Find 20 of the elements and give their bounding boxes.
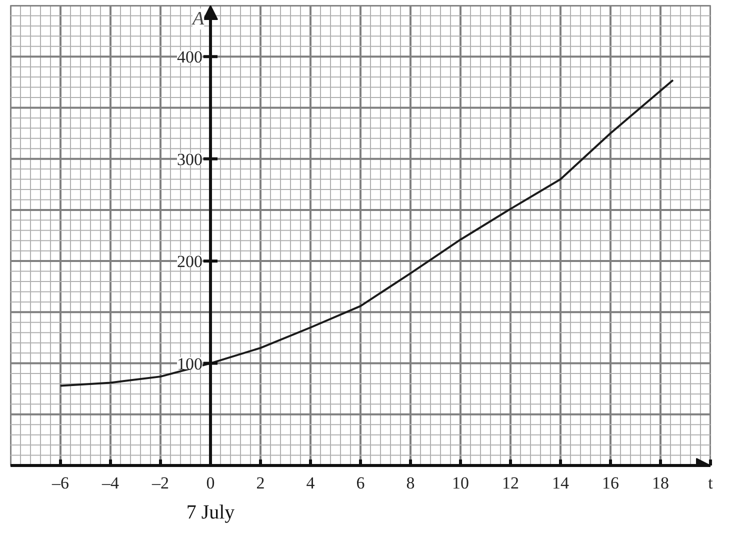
x-tick-label: 12 — [502, 474, 519, 492]
y-axis-title: A — [190, 8, 204, 30]
y-tick-label: 300 — [177, 150, 202, 169]
y-tick-label: 200 — [177, 252, 202, 272]
x-tick-label: 8 — [406, 474, 415, 492]
x-tick-label: 10 — [452, 474, 469, 492]
x-tick-label: –6 — [51, 474, 69, 492]
x-tick-label: –4 — [101, 474, 120, 492]
x-tick-label: 6 — [356, 474, 365, 492]
x-tick-label: 0 — [206, 474, 215, 492]
x-tick-label: 14 — [552, 474, 570, 492]
y-tick-label: 400 — [177, 48, 202, 67]
x-tick-label: 18 — [652, 474, 669, 492]
x-tick-label: 4 — [306, 474, 316, 492]
y-tick-label: 100 — [177, 354, 202, 374]
x-tick-label: 2 — [256, 474, 265, 492]
x-tick-label: –2 — [151, 474, 169, 492]
text: 7 July — [186, 502, 235, 524]
x-axis-title: t — [708, 474, 714, 492]
x-tick-label: 16 — [602, 474, 619, 492]
